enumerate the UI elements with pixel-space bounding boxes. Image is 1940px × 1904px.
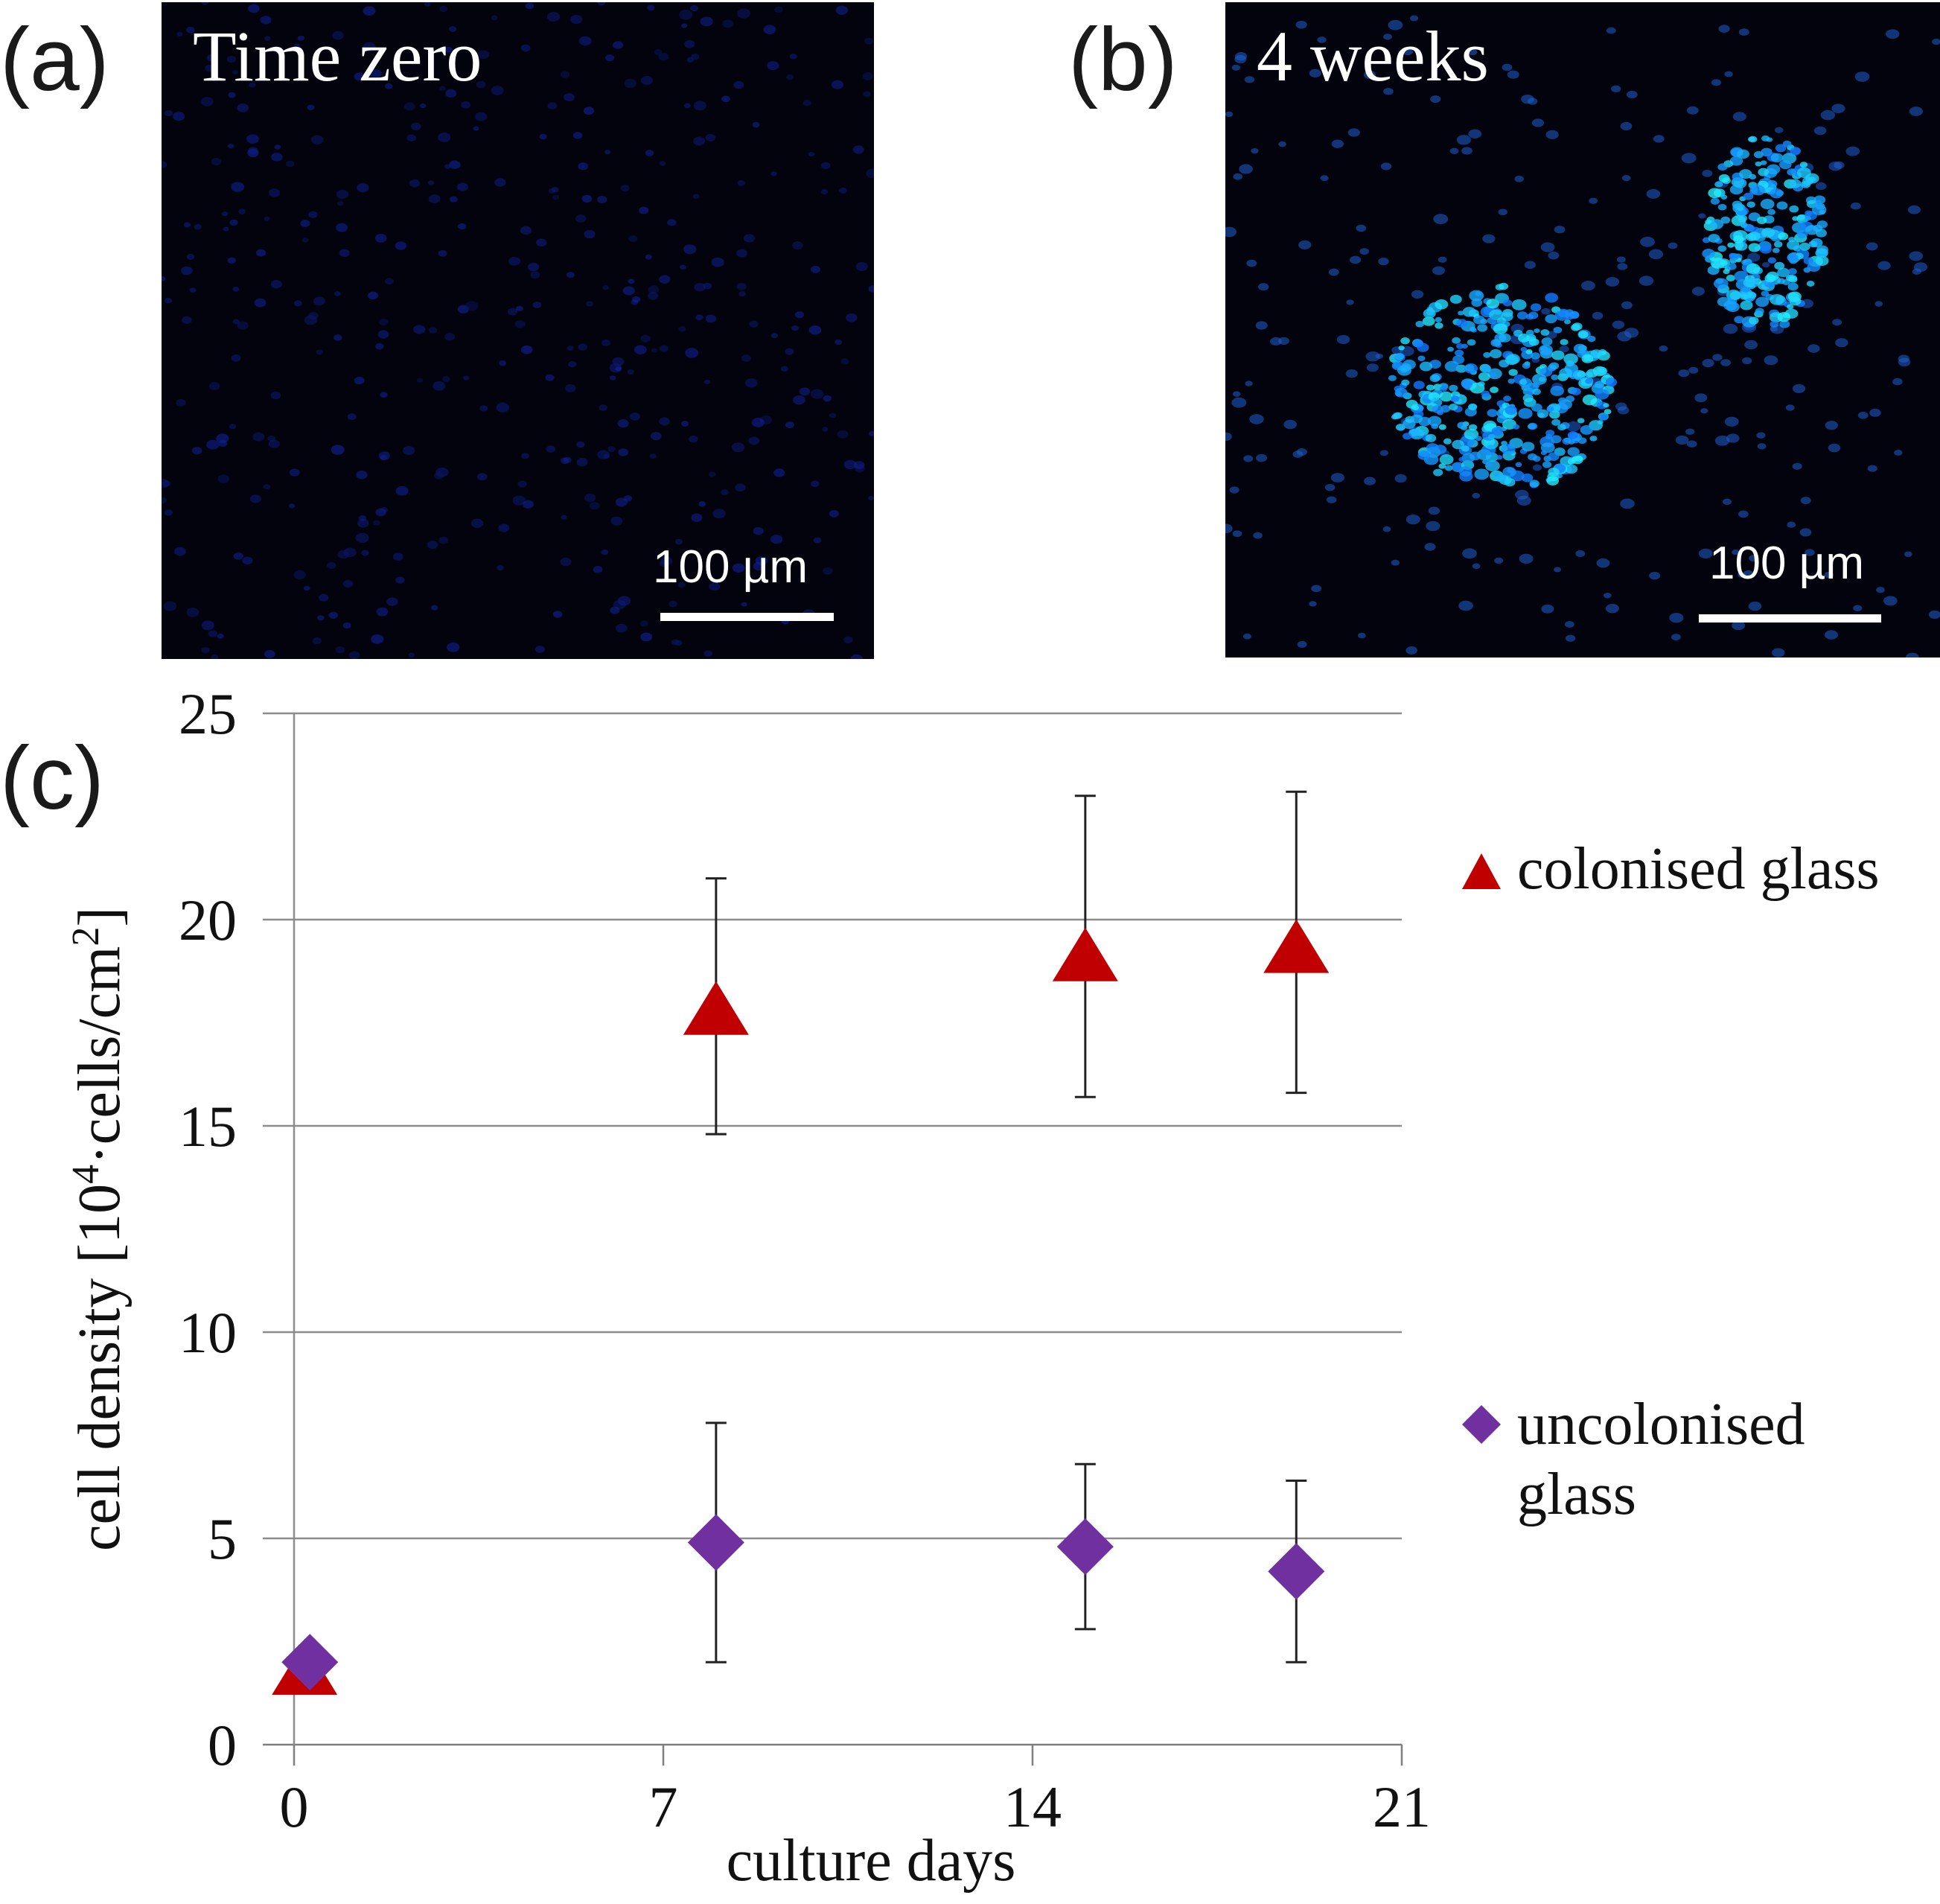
legend-marker-colonised <box>1462 853 1501 889</box>
legend-marker-uncolonised <box>1462 1405 1501 1444</box>
cell-density-chart: 0 5 10 15 20 25 0 7 14 21 culture days cell density… <box>65 681 1432 1894</box>
micrograph-title-a: Time zero <box>193 16 482 96</box>
x-axis-label: culture days <box>727 1828 1016 1894</box>
scale-bar-label-b: 100 µm <box>1709 538 1865 589</box>
scale-bar-label-a: 100 µm <box>653 541 808 593</box>
panel-c-label: (c) <box>0 728 104 828</box>
data-point-uncolonised-2 <box>1056 1518 1114 1576</box>
y-tick-label-20: 20 <box>179 888 237 952</box>
data-point-colonised-1 <box>683 981 749 1035</box>
y-tick-label-5: 5 <box>208 1506 237 1571</box>
micrograph-time-zero: Time zero 100 µm <box>162 2 874 659</box>
panel-b-label: (b) <box>1068 10 1178 109</box>
data-point-uncolonised-1 <box>687 1514 744 1571</box>
micrograph-title-b: 4 weeks <box>1257 16 1489 96</box>
legend-label-uncolonised: uncolonised glass <box>1517 1389 1805 1530</box>
scale-bar-b <box>1699 614 1881 623</box>
legend-label-colonised: colonised glass <box>1517 836 1880 902</box>
y-axis-label: cell density [104·cells/cm2] <box>65 907 133 1551</box>
x-tick-label-7: 7 <box>649 1774 678 1839</box>
panel-a-label: (a) <box>0 10 109 109</box>
data-point-colonised-2 <box>1052 927 1118 981</box>
data-point-colonised-3 <box>1263 919 1330 973</box>
x-tick-label-14: 14 <box>1003 1774 1062 1839</box>
cell-nuclei-image-a <box>162 2 874 659</box>
x-tick-label-21: 21 <box>1373 1774 1431 1839</box>
y-tick-label-25: 25 <box>179 681 237 746</box>
micrograph-4-weeks: 4 weeks 100 µm <box>1225 2 1940 658</box>
y-tick-label-10: 10 <box>179 1300 237 1365</box>
x-tick-label-0: 0 <box>280 1774 309 1839</box>
cell-nuclei-image-b <box>1225 15 1940 658</box>
y-tick-label-0: 0 <box>208 1713 237 1777</box>
scale-bar-a <box>660 613 834 621</box>
data-point-uncolonised-0 <box>281 1634 339 1691</box>
data-point-uncolonised-3 <box>1268 1543 1325 1600</box>
legend-label-uncolonised-line2: glass <box>1517 1462 1636 1528</box>
legend-label-uncolonised-line1: uncolonised <box>1517 1392 1805 1457</box>
y-tick-label-15: 15 <box>179 1094 237 1159</box>
